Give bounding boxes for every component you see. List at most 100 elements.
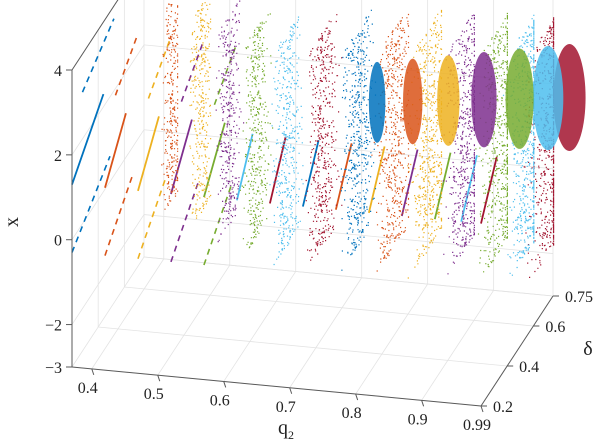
delta-axis-label: δ [583,338,592,360]
attractor-core [532,46,564,151]
chaotic-attractor-points [239,13,274,249]
period-one-branch [203,122,226,198]
period-one-branch [480,156,498,224]
grid-line-floor-q2 [355,283,428,395]
q2-tick-label: 0.5 [144,386,164,403]
delta-tick-label: 0.75 [565,289,593,306]
period-one-branch [334,143,353,210]
grid-line-floor-q2 [91,258,165,370]
grid-line-floor-q2 [223,271,297,382]
q2-tick-label: 0.6 [210,392,230,409]
series-q2-0.77 [334,13,423,272]
x-tick-label: 4 [54,63,62,80]
grid-line-floor-delta [98,326,508,367]
series-q2-0.37 [71,18,115,253]
chaotic-attractor-points [215,0,245,243]
q2-tick-mark [355,393,359,401]
attractor-core [403,58,423,145]
attractor-core [437,55,460,146]
q2-tick-mark [157,375,161,382]
q2-tick-mark [289,387,293,394]
grid-line-floor-q2 [421,290,494,401]
grid-line-sidewall-x [71,214,145,325]
grid-line-backwall-x [143,256,554,297]
x-tick-label: −3 [45,360,62,377]
attractor-core [471,51,497,148]
q2-tick-label: 0.9 [408,411,428,428]
x-tick-label: 2 [54,148,62,165]
series-q2-0.57 [203,13,274,266]
period-one-branch [137,116,160,192]
q2-tick-mark [91,368,95,376]
delta-tick-label: 0.4 [519,359,539,376]
grid-line-sidewall-x [71,0,119,71]
period-one-branch [367,146,386,214]
series-q2-0.52 [170,0,245,263]
period-one-branch [104,113,127,188]
period-two-upper-branch [147,40,171,99]
chaotic-attractor-points [305,14,343,261]
period-two-lower-branch [137,178,167,259]
grid-line-floor-q2 [289,277,363,388]
series-q2-0.42 [104,3,179,256]
period-two-lower-branch [203,184,233,266]
data-layer [71,0,586,279]
grid-line-backwall-x [143,214,554,254]
grid-line-floor-delta [124,286,534,327]
attractor-core [553,44,586,152]
chaotic-attractor-points [161,3,179,210]
period-two-upper-branch [180,43,204,102]
series-q2-0.62 [236,16,304,266]
q2-tick-label: 0.99 [463,417,491,434]
grid-line-backwall-x [143,129,554,170]
grid-line-sidewall-x [71,129,145,240]
q2-tick-mark [480,405,484,413]
x-axis-label: x [1,217,23,227]
axes-layer [66,0,559,413]
delta-axis-line [480,295,554,407]
grid-line-floor-q2 [157,264,231,376]
q2-tick-label: 0.8 [342,405,362,422]
period-two-lower-branch [104,175,134,256]
period-one-branch [170,119,193,195]
q2-axis-label: q2 [278,417,294,442]
period-two-upper-branch [81,18,115,93]
series-q2-0.87 [400,14,497,275]
attractor-core [368,61,386,143]
period-two-upper-branch [114,37,138,96]
label-layer: 0.4 0.5 0.6 0.7 0.8 0.9 0.990.20.40.60.75−3−20… [1,63,593,442]
grid-line-sidewall-x [71,44,145,156]
series-q2-0.82 [367,9,460,279]
period-one-branch [460,155,478,222]
chaotic-attractor-points [189,2,212,219]
attractor-core [505,48,534,149]
period-one-branch [71,93,105,185]
delta-tick-label: 0.6 [545,319,565,336]
q2-tick-label: 0.4 [78,380,98,397]
chaotic-attractor-points [371,13,410,272]
period-one-branch [269,136,287,204]
top-left-edge [71,0,119,71]
period-one-branch [400,149,419,217]
q2-axis-line [71,366,482,407]
q2-axis-label-subscript: 2 [288,428,294,442]
period-one-branch [433,152,452,220]
q2-tick-mark [223,381,227,388]
grid-line-sidewall-x [71,256,145,368]
series-q2-0.72 [302,9,386,271]
period-one-branch [236,133,254,201]
series-q2-0.47 [137,2,212,259]
period-one-branch [302,139,320,207]
series-q2-0.67 [269,14,343,261]
q2-tick-label: 0.7 [276,399,296,416]
x-tick-label: −2 [45,318,62,335]
q2-tick-mark [421,400,425,407]
chaotic-attractor-points [407,9,443,279]
series-q2-0.92 [433,12,534,273]
series-q2-0.99 [480,17,586,278]
chaotic-attractor-points [269,16,304,266]
x-tick-label: 0 [54,233,62,250]
series-q2-0.96 [460,14,564,276]
